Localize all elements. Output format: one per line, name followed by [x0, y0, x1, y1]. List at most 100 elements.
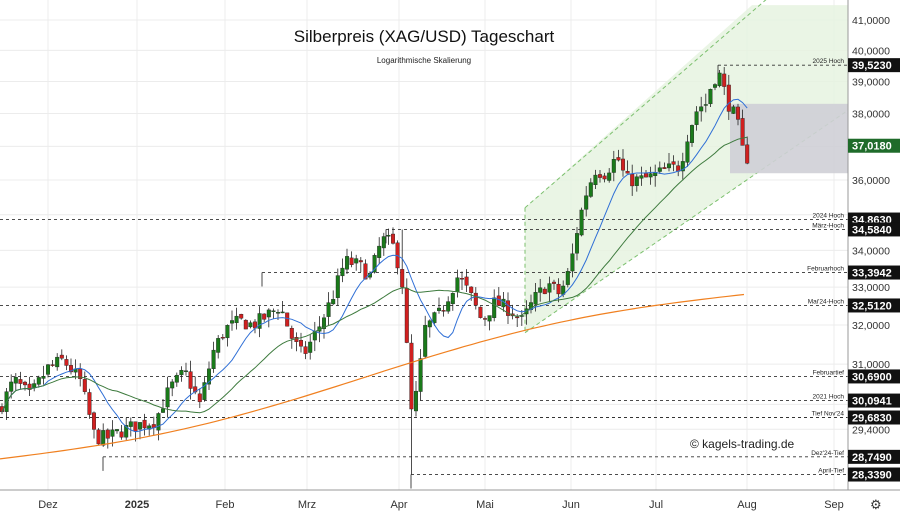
- candle-body: [280, 311, 285, 314]
- candle-body: [630, 173, 635, 187]
- candles: [0, 67, 750, 475]
- candle-body: [515, 316, 520, 319]
- candle: [363, 259, 368, 280]
- candle-body: [101, 430, 106, 446]
- level-label: Februartief: [813, 369, 845, 376]
- level-label: Mai'24-Hoch: [808, 298, 845, 305]
- candle-body: [220, 337, 225, 339]
- price-box: [848, 369, 900, 384]
- candle: [165, 376, 170, 418]
- candle: [418, 348, 423, 401]
- candle: [262, 313, 267, 322]
- candle-body: [446, 301, 451, 312]
- candle: [437, 297, 442, 314]
- trend-channel: [524, 0, 849, 334]
- candle: [699, 96, 704, 122]
- price-box-label: 39,5230: [852, 60, 892, 72]
- candle-body: [13, 376, 18, 384]
- candle-body: [694, 111, 699, 125]
- candle: [547, 276, 552, 302]
- candle-body: [64, 359, 69, 366]
- candle: [331, 290, 336, 306]
- price-box: [848, 393, 900, 408]
- candle: [151, 416, 156, 436]
- x-tick-label: Jun: [562, 499, 580, 511]
- candle-body: [211, 349, 216, 370]
- candle-body: [124, 425, 129, 438]
- candle: [110, 420, 115, 447]
- y-tick-label: 39,0000: [852, 77, 890, 89]
- y-axis-bg: [848, 0, 900, 490]
- x-tick-label: Jul: [649, 499, 663, 511]
- candle: [460, 271, 465, 290]
- candle: [174, 372, 179, 387]
- candle: [234, 307, 239, 330]
- candle: [55, 353, 60, 371]
- candle: [552, 279, 557, 290]
- candle: [0, 403, 4, 415]
- candle-body: [349, 257, 354, 265]
- candle: [616, 149, 621, 162]
- x-tick-label: Apr: [390, 499, 407, 511]
- candle: [13, 373, 18, 392]
- sma200-line: [0, 293, 745, 460]
- level-label: Tief Nov'24: [812, 410, 845, 417]
- candle-body: [657, 167, 662, 172]
- y-tick-label: 36,0000: [852, 175, 890, 187]
- candle-body: [404, 288, 409, 343]
- candle-body: [593, 174, 598, 186]
- candle-body: [427, 320, 432, 328]
- candle-body: [740, 118, 745, 146]
- candle-body: [363, 263, 368, 280]
- candle: [188, 360, 193, 400]
- candle-body: [667, 163, 672, 169]
- candle-body: [565, 271, 570, 285]
- candle: [197, 388, 202, 409]
- candle-body: [409, 342, 414, 410]
- candle-body: [423, 325, 428, 357]
- y-tick-label: 29,4000: [852, 424, 890, 436]
- candle-body: [736, 106, 741, 120]
- candle: [59, 349, 64, 361]
- candle: [119, 425, 124, 440]
- candle-body: [391, 233, 396, 244]
- candle-body: [556, 283, 561, 295]
- candle: [432, 311, 437, 326]
- candle: [225, 324, 230, 347]
- candle-body: [469, 286, 474, 293]
- candle-body: [225, 325, 230, 339]
- candle-body: [699, 106, 704, 112]
- candle: [423, 315, 428, 359]
- candle-body: [41, 376, 46, 379]
- x-axis: Dez 2025 Feb Mrz Apr Mai Jun Jul Aug Sep: [0, 489, 900, 511]
- candle: [565, 268, 570, 288]
- price-box-label: 30,0941: [852, 396, 892, 408]
- candle: [91, 411, 96, 439]
- candle: [427, 319, 432, 338]
- candle-body: [27, 383, 32, 390]
- candle-body: [584, 195, 589, 210]
- candle-body: [722, 73, 727, 87]
- y-tick-label: 38,0000: [852, 109, 890, 121]
- candle: [46, 364, 51, 378]
- candle-body: [326, 302, 331, 317]
- candle: [142, 413, 147, 436]
- candle-body: [418, 358, 423, 392]
- candle-body: [82, 379, 87, 392]
- candle-body: [552, 281, 557, 284]
- candle: [229, 310, 234, 331]
- candle: [41, 365, 46, 385]
- candle: [96, 428, 101, 445]
- settings-gear-icon[interactable]: ⚙: [870, 497, 882, 512]
- candle-body: [441, 310, 446, 312]
- candle-body: [745, 144, 750, 164]
- candle-body: [299, 340, 304, 347]
- price-box: [848, 58, 900, 73]
- current-price-box: [848, 138, 900, 153]
- candle: [400, 229, 405, 295]
- candle: [78, 363, 83, 387]
- chart-title: Silberpreis (XAG/USD) Tageschart: [293, 27, 555, 46]
- candle: [538, 278, 543, 302]
- candle-body: [239, 313, 244, 319]
